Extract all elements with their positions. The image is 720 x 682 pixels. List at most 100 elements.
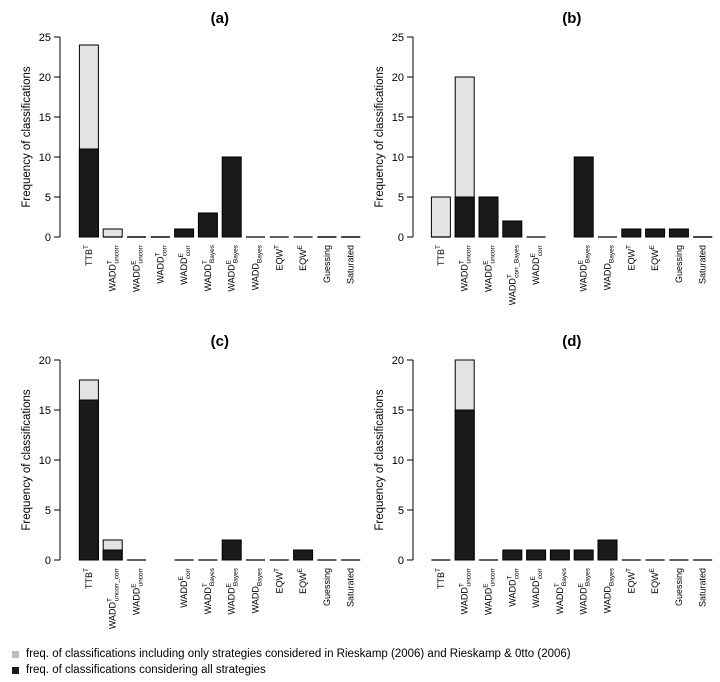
- panel-d: (d) 0 5 10 15 20 Frequency of classifications T…: [374, 333, 713, 615]
- figure-canvas: (a) 0 5 10 15 20 25 Frequency of classification…: [21, 10, 713, 629]
- panel-title: (d): [562, 333, 581, 350]
- x-tick-label: EQWE: [297, 244, 308, 271]
- bar-all-strategies: [197, 212, 218, 238]
- legend-item-all-strategies: freq. of classifications considering all…: [12, 662, 571, 678]
- y-axis-label: Frequency of classifications: [374, 66, 386, 208]
- x-tick-label: WADDEuncorr: [131, 567, 145, 615]
- y-axis-label: Frequency of classifications: [21, 66, 33, 208]
- x-tick-label: WADDEcorr: [178, 567, 192, 608]
- y-tick-label: 15: [392, 405, 404, 417]
- bar-all-strategies: [174, 228, 195, 238]
- legend-label-restricted: freq. of classifications including only …: [26, 648, 571, 660]
- x-tick-label: EQWT: [625, 568, 636, 594]
- bar-all-strategies: [221, 156, 242, 238]
- x-tick-label: WADDEcorr: [178, 244, 192, 285]
- y-tick-label: 0: [398, 555, 404, 567]
- x-tick-label: WADDEcorr: [530, 244, 544, 285]
- x-tick-label: WADDTuncorr: [459, 567, 473, 614]
- y-tick-label: 25: [39, 32, 51, 44]
- x-tick-label: WADDEuncorr: [131, 244, 145, 292]
- x-tick-label: WADDTBayes: [202, 567, 216, 614]
- y-tick-label: 5: [398, 505, 404, 517]
- x-tick-label: WADDBayes: [603, 567, 616, 613]
- x-tick-label: Guessing: [674, 245, 684, 283]
- y-tick-label: 20: [392, 72, 404, 84]
- y-tick-label: 25: [392, 32, 404, 44]
- x-tick-label: WADDEBayes: [226, 567, 240, 614]
- x-tick-label: EQWE: [649, 244, 660, 271]
- x-tick-label: WADDEuncorr: [483, 244, 497, 292]
- x-tick-label: Guessing: [322, 245, 332, 283]
- x-tick-label: TTBT: [435, 245, 446, 266]
- y-axis-label: Frequency of classifications: [21, 389, 33, 531]
- y-tick-label: 0: [398, 232, 404, 244]
- bar-restricted: [430, 196, 451, 238]
- bar-restricted: [102, 228, 123, 238]
- x-tick-label: EQWT: [273, 245, 284, 271]
- bar-all-strategies: [293, 549, 314, 561]
- x-tick-label: EQWE: [297, 567, 308, 594]
- bar-all-strategies: [78, 148, 99, 238]
- bar-all-strategies: [573, 156, 594, 238]
- x-tick-label: WADDTuncorr_corr: [107, 567, 121, 629]
- legend: freq. of classifications including only …: [12, 646, 571, 678]
- y-tick-label: 20: [392, 355, 404, 367]
- y-tick-label: 15: [392, 112, 404, 124]
- x-tick-label: WADDTuncorr: [107, 244, 121, 291]
- y-tick-label: 10: [39, 152, 51, 164]
- x-tick-label: TTBT: [83, 568, 94, 589]
- bar-all-strategies: [573, 549, 594, 561]
- bar-all-strategies: [502, 549, 523, 561]
- x-tick-label: WADDEcorr: [530, 567, 544, 608]
- y-axis-label: Frequency of classifications: [374, 389, 386, 531]
- panel-b: (b) 0 5 10 15 20 25 Frequency of classification…: [374, 10, 713, 305]
- x-tick-label: WADDBayes: [251, 567, 264, 613]
- x-tick-label: Saturated: [698, 568, 708, 607]
- x-tick-label: Saturated: [346, 568, 356, 607]
- x-tick-label: TTBT: [435, 568, 446, 589]
- x-tick-label: WADDTuncorr: [459, 244, 473, 291]
- y-tick-label: 15: [39, 112, 51, 124]
- x-tick-label: Guessing: [674, 568, 684, 606]
- panel-title: (c): [211, 333, 229, 350]
- bar-all-strategies: [502, 220, 523, 238]
- bar-all-strategies: [78, 399, 99, 561]
- legend-swatch-restricted: [12, 650, 19, 658]
- bar-all-strategies: [597, 539, 618, 561]
- y-tick-label: 15: [39, 405, 51, 417]
- bar-all-strategies: [549, 549, 570, 561]
- y-tick-label: 10: [392, 455, 404, 467]
- x-tick-label: WADDEBayes: [578, 567, 592, 614]
- x-tick-label: EQWE: [649, 567, 660, 594]
- x-tick-label: WADDEBayes: [578, 244, 592, 291]
- bar-all-strategies: [478, 196, 499, 238]
- panel-a: (a) 0 5 10 15 20 25 Frequency of classification…: [21, 10, 361, 292]
- bar-all-strategies: [221, 539, 242, 561]
- x-tick-label: TTBT: [83, 245, 94, 266]
- x-tick-label: WADDBayes: [251, 244, 264, 290]
- x-tick-label: Guessing: [322, 568, 332, 606]
- y-tick-label: 5: [398, 192, 404, 204]
- legend-label-all-strategies: freq. of classifications considering all…: [26, 664, 266, 676]
- bar-all-strategies: [621, 228, 642, 238]
- x-tick-label: WADDTBayes: [202, 244, 216, 291]
- x-tick-label: Saturated: [698, 245, 708, 284]
- bar-all-strategies: [668, 228, 689, 238]
- panel-c: (c) 0 5 10 15 20 Frequency of classifications T…: [21, 333, 361, 629]
- y-tick-label: 0: [45, 232, 51, 244]
- x-tick-label: EQWT: [273, 568, 284, 594]
- y-tick-label: 5: [45, 505, 51, 517]
- y-tick-label: 5: [45, 192, 51, 204]
- x-tick-label: WADDTBayes: [554, 567, 568, 614]
- legend-item-restricted: freq. of classifications including only …: [12, 646, 571, 662]
- y-tick-label: 0: [45, 555, 51, 567]
- y-tick-label: 10: [39, 455, 51, 467]
- x-tick-label: Saturated: [346, 245, 356, 284]
- x-tick-label: WADDTcorr: [154, 244, 168, 283]
- legend-swatch-all-strategies: [12, 666, 19, 674]
- x-tick-label: WADDBayes: [603, 244, 616, 290]
- x-tick-label: WADDTcorr: [506, 567, 520, 606]
- y-tick-label: 20: [39, 72, 51, 84]
- x-tick-label: WADDTcorr_Bayes: [506, 244, 520, 305]
- bar-all-strategies: [526, 549, 547, 561]
